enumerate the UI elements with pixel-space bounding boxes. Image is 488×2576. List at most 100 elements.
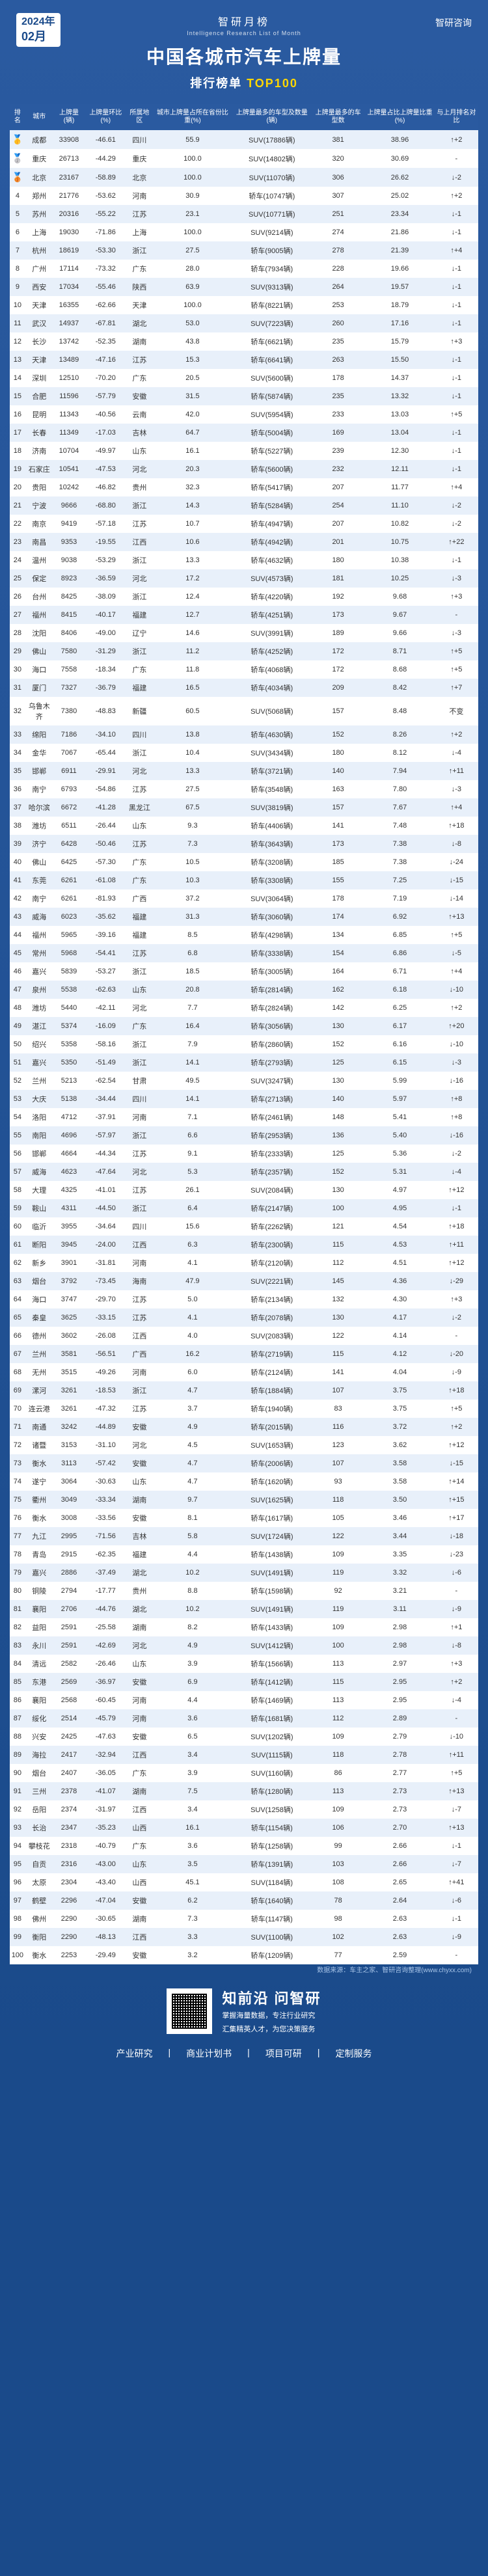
table-cell: 8.68 (365, 660, 434, 679)
table-cell: 山西 (127, 1819, 153, 1837)
table-cell: ↑+22 (435, 533, 478, 551)
table-cell: 攀枝花 (25, 1837, 53, 1855)
table-cell: ↑+5 (435, 660, 478, 679)
table-cell: 轿车(3060辆) (233, 908, 311, 926)
table-cell: 19.57 (365, 278, 434, 296)
table-cell: -31.81 (85, 1254, 126, 1272)
table-cell: -71.86 (85, 223, 126, 241)
table-row: 61断阳3945-24.00江西6.3轿车(2300辆)1154.53↑+11 (10, 1236, 478, 1254)
table-cell: -68.80 (85, 496, 126, 515)
table-row: 75衢州3049-33.34湖南9.7SUV(1625辆)1183.50↑+15 (10, 1491, 478, 1509)
table-cell: 3.35 (365, 1545, 434, 1564)
table-row: 17长春11349-17.03吉林64.7轿车(5004辆)16913.04↓-… (10, 424, 478, 442)
table-cell: 河北 (127, 762, 153, 780)
table-cell: 2316 (53, 1855, 85, 1873)
table-cell: 6672 (53, 798, 85, 817)
table-cell: -50.46 (85, 835, 126, 853)
table-cell: 11.8 (152, 660, 232, 679)
table-cell: 42.0 (152, 405, 232, 424)
table-cell: -60.45 (85, 1691, 126, 1709)
table-cell: 衡水 (25, 1946, 53, 1964)
table-cell: 51 (10, 1053, 25, 1072)
table-cell: SUV(10771辆) (233, 205, 311, 223)
table-cell: 8415 (53, 606, 85, 624)
table-cell: 16.4 (152, 1017, 232, 1035)
table-cell: 6023 (53, 908, 85, 926)
footer-brand: 知前沿 问智研 掌握海量数据，专注行业研究 汇集精英人才，为您决策服务 (10, 1987, 478, 2035)
table-cell: -53.30 (85, 241, 126, 260)
table-cell: 苏州 (25, 205, 53, 223)
table-cell: ↑+41 (435, 1873, 478, 1891)
table-cell: 14 (10, 369, 25, 387)
table-cell: ↓-1 (435, 369, 478, 387)
table-cell: ↓-1 (435, 1910, 478, 1928)
table-cell: 77 (311, 1946, 365, 1964)
table-cell: -51.49 (85, 1053, 126, 1072)
table-cell: ↑+12 (435, 1254, 478, 1272)
table-cell: 5.3 (152, 1163, 232, 1181)
table-cell: 轿车(8221辆) (233, 296, 311, 314)
table-cell: ↑+5 (435, 405, 478, 424)
table-cell: 207 (311, 515, 365, 533)
table-cell: 3.7 (152, 1400, 232, 1418)
footer-nav-item: 产业研究 (111, 2044, 158, 2063)
table-cell: -34.44 (85, 1090, 126, 1108)
table-cell: 43 (10, 908, 25, 926)
table-row: 26台州8425-38.09浙江12.4轿车(4220辆)1929.68↑+3 (10, 588, 478, 606)
table-cell: -58.16 (85, 1035, 126, 1053)
table-cell: 不变 (435, 697, 478, 725)
table-cell: 轿车(9005辆) (233, 241, 311, 260)
table-cell: ↑+13 (435, 908, 478, 926)
table-row: 96太原2304-43.40山西45.1SUV(1184辆)1082.65↑+4… (10, 1873, 478, 1891)
table-cell: 轿车(5417辆) (233, 478, 311, 496)
table-cell: SUV(4573辆) (233, 569, 311, 588)
table-cell: 3.32 (365, 1564, 434, 1582)
table-row: 46嘉兴5839-53.27浙江18.5轿车(3005辆)1646.71↑+4 (10, 962, 478, 981)
column-header: 上牌量环比(%) (85, 104, 126, 130)
table-cell: 湖南 (127, 332, 153, 351)
table-cell: 25 (10, 569, 25, 588)
table-cell: 154 (311, 944, 365, 962)
table-cell: 209 (311, 679, 365, 697)
table-cell: 四川 (127, 725, 153, 744)
table-row: 16昆明11343-40.56云南42.0SUV(5954辆)23313.03↑… (10, 405, 478, 424)
table-row: 95自贡2316-43.00山东3.5轿车(1391辆)1032.66↓-7 (10, 1855, 478, 1873)
table-cell: 5 (10, 205, 25, 223)
table-cell: 18619 (53, 241, 85, 260)
table-cell: 轿车(4630辆) (233, 725, 311, 744)
table-row: 58大理4325-41.01江苏26.1SUV(2084辆)1304.97↑+1… (10, 1181, 478, 1199)
table-cell: 轿车(7934辆) (233, 260, 311, 278)
table-cell: ↓-1 (435, 314, 478, 332)
table-cell: 28 (10, 624, 25, 642)
table-cell: 云南 (127, 405, 153, 424)
table-cell: -40.17 (85, 606, 126, 624)
table-cell: 4 (10, 187, 25, 205)
table-cell: ↑+2 (435, 1673, 478, 1691)
table-cell: 6.85 (365, 926, 434, 944)
table-cell: 9666 (53, 496, 85, 515)
table-cell: ↑+13 (435, 1819, 478, 1837)
table-row: 32乌鲁木齐7380-48.83新疆60.5SUV(5068辆)1578.48不… (10, 697, 478, 725)
table-cell: 轿车(4252辆) (233, 642, 311, 660)
table-cell: 140 (311, 1090, 365, 1108)
table-cell: 254 (311, 496, 365, 515)
table-cell: 82 (10, 1618, 25, 1636)
table-cell: 连云港 (25, 1400, 53, 1418)
table-cell: 佛州 (25, 1910, 53, 1928)
table-cell: 6.16 (365, 1035, 434, 1053)
table-cell: 秦皇 (25, 1308, 53, 1327)
separator: | (242, 2044, 255, 2063)
table-cell: 8.8 (152, 1582, 232, 1600)
table-cell: 32 (10, 697, 25, 725)
table-cell: SUV(1115辆) (233, 1746, 311, 1764)
table-cell: ↓-2 (435, 1145, 478, 1163)
table-cell: 2915 (53, 1545, 85, 1564)
table-cell: 长治 (25, 1819, 53, 1837)
table-cell: 断阳 (25, 1236, 53, 1254)
table-cell: SUV(3434辆) (233, 744, 311, 762)
table-cell: 68 (10, 1363, 25, 1381)
table-row: 69漯河3261-18.53浙江4.7轿车(1884辆)1073.75↑+18 (10, 1381, 478, 1400)
table-cell: 湖南 (127, 1782, 153, 1800)
table-cell: 河南 (127, 1709, 153, 1728)
table-cell: 轿车(3721辆) (233, 762, 311, 780)
